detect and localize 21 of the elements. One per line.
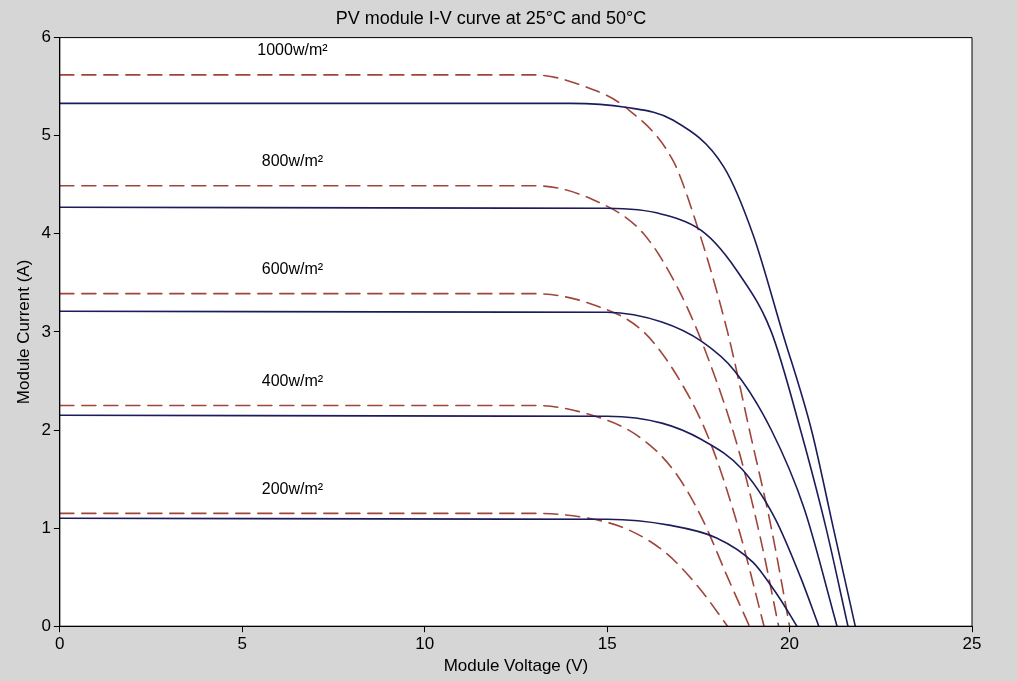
y-tick-label: 0	[41, 615, 51, 635]
x-tick-label: 0	[55, 634, 65, 654]
x-axis-title: Module Voltage (V)	[443, 656, 589, 676]
x-tick-label: 15	[597, 634, 617, 654]
annotation: 1000w/m²	[257, 41, 329, 59]
y-tick-label: 4	[41, 223, 51, 243]
chart-title: PV module I-V curve at 25°C and 50°C	[335, 7, 647, 28]
x-tick-label: 25	[962, 634, 982, 654]
y-tick-label: 2	[41, 419, 51, 439]
annotation: 400w/m²	[261, 371, 324, 389]
annotation: 200w/m²	[261, 479, 324, 497]
x-tick-label: 10	[415, 634, 435, 654]
y-tick-label: 5	[41, 125, 51, 145]
y-tick-label: 3	[41, 321, 51, 341]
x-tick-label: 20	[780, 634, 800, 654]
annotation: 600w/m²	[261, 260, 324, 278]
y-tick-label: 1	[41, 517, 51, 537]
x-tick-label: 5	[237, 634, 248, 654]
y-tick-label: 6	[41, 27, 51, 47]
annotation: 800w/m²	[261, 152, 324, 170]
y-axis-title: Module Current (A)	[13, 259, 33, 405]
